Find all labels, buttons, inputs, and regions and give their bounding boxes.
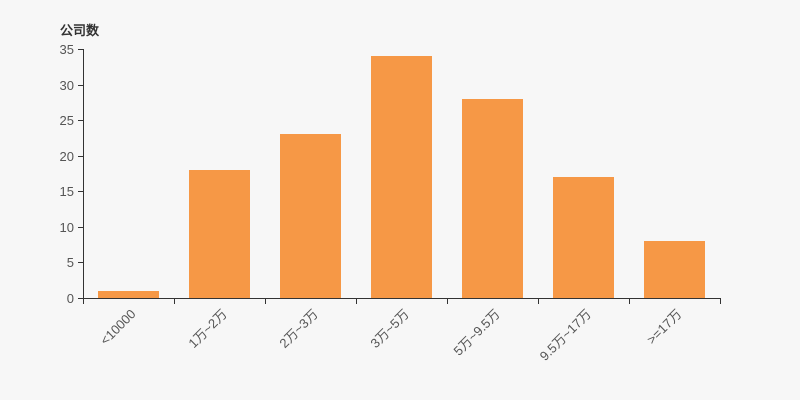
y-axis-tick xyxy=(78,120,83,121)
x-axis-tick xyxy=(356,299,357,304)
bar-3万~5万[interactable] xyxy=(371,56,432,298)
x-axis-tick-label: <10000 xyxy=(97,306,139,348)
y-axis-tick xyxy=(78,262,83,263)
y-axis-tick xyxy=(78,191,83,192)
x-axis-tick xyxy=(629,299,630,304)
x-axis-tick xyxy=(720,299,721,304)
x-axis-tick xyxy=(447,299,448,304)
y-axis-tick-label: 15 xyxy=(59,184,74,199)
x-axis-tick-label: 2万~3万 xyxy=(276,306,321,351)
y-axis-tick-label: 10 xyxy=(59,220,74,235)
x-axis-line xyxy=(83,298,721,299)
y-axis-tick xyxy=(78,49,83,50)
bar-9.5万~17万[interactable] xyxy=(553,177,614,298)
bar->=17万[interactable] xyxy=(644,241,705,298)
bar-5万~9.5万[interactable] xyxy=(462,99,523,298)
y-axis-line xyxy=(83,49,84,299)
x-axis-tick xyxy=(538,299,539,304)
y-axis-tick-label: 35 xyxy=(59,42,74,57)
bar-2万~3万[interactable] xyxy=(280,134,341,298)
chart-title: 公司数 xyxy=(60,23,100,38)
y-axis-tick xyxy=(78,156,83,157)
x-axis-tick-label: 5万~9.5万 xyxy=(450,306,503,359)
y-axis-tick xyxy=(78,227,83,228)
x-axis-tick-label: 1万~2万 xyxy=(185,306,230,351)
x-axis-tick xyxy=(265,299,266,304)
x-axis-tick-label: 3万~5万 xyxy=(367,306,412,351)
y-axis-tick-label: 0 xyxy=(66,291,74,306)
x-axis-tick xyxy=(83,299,84,304)
bar-<10000[interactable] xyxy=(98,291,159,298)
y-axis-tick xyxy=(78,85,83,86)
x-axis-tick xyxy=(174,299,175,304)
y-axis-tick-label: 30 xyxy=(59,78,74,93)
y-axis-tick-label: 25 xyxy=(59,113,74,128)
y-axis-tick-label: 20 xyxy=(59,149,74,164)
bar-1万~2万[interactable] xyxy=(189,170,250,298)
x-axis-tick-label: >=17万 xyxy=(644,306,685,348)
x-axis-tick-label: 9.5万~17万 xyxy=(536,306,594,364)
y-axis-tick xyxy=(78,298,83,299)
y-axis-tick-label: 5 xyxy=(66,255,74,270)
